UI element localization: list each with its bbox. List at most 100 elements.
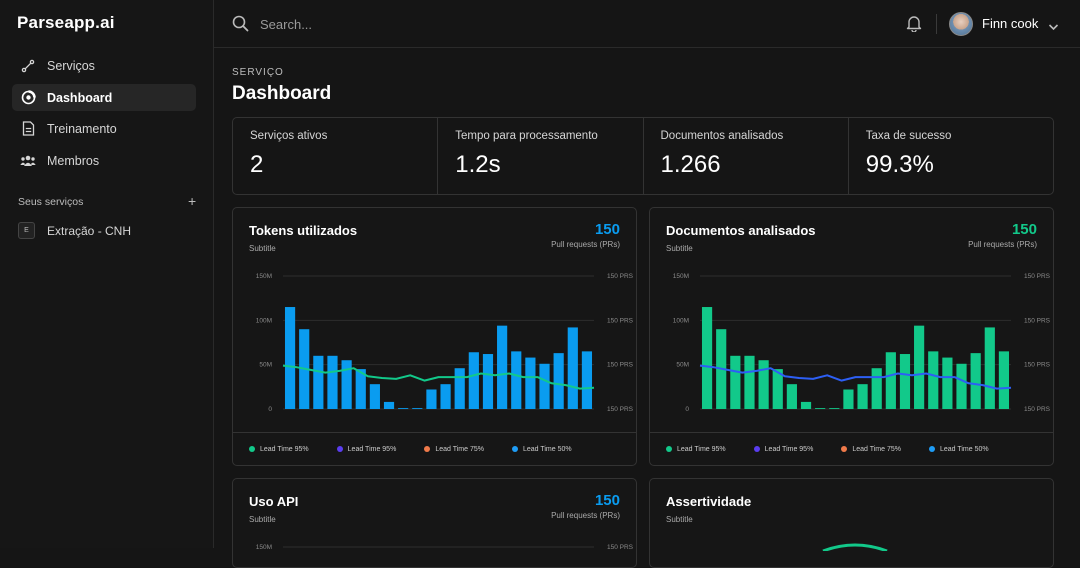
chart-bar bbox=[440, 384, 451, 409]
y2-tick-label: 150 PRS bbox=[1024, 406, 1051, 413]
chart-legend: Lead Time 95% Lead Time 95% Lead Time 75… bbox=[233, 432, 636, 465]
stat-servicos-ativos: Serviços ativos 2 bbox=[233, 118, 439, 194]
connection-icon bbox=[20, 58, 36, 74]
card-title: Documentos analisados bbox=[666, 223, 816, 238]
chart-series-line bbox=[282, 364, 595, 390]
legend-item: Lead Time 95% bbox=[336, 446, 396, 453]
stats-panel: Serviços ativos 2 Tempo para processamen… bbox=[232, 117, 1054, 195]
legend-item: Lead Time 50% bbox=[928, 446, 989, 453]
stat-value: 2 bbox=[250, 151, 264, 178]
chart-bar bbox=[482, 354, 494, 409]
chart-bar bbox=[383, 401, 395, 409]
chart-bar bbox=[970, 353, 981, 409]
chart-legend: Lead Time 95% Lead Time 95% Lead Time 75… bbox=[650, 432, 1053, 465]
document-icon bbox=[20, 121, 36, 137]
services-section-label: Seus serviços bbox=[18, 196, 84, 208]
card-subtitle: Subtitle bbox=[666, 244, 693, 253]
stat-label: Serviços ativos bbox=[250, 130, 328, 142]
legend-item: Lead Time 95% bbox=[666, 446, 726, 453]
chart-bar bbox=[984, 327, 995, 409]
chart-bar bbox=[355, 369, 366, 409]
chart-bar bbox=[284, 307, 296, 409]
stat-taxa-sucesso: Taxa de sucesso 99.3% bbox=[849, 118, 1053, 194]
chart-bar bbox=[885, 352, 896, 409]
legend-item: Lead Time 95% bbox=[753, 446, 813, 453]
breadcrumb: SERVIÇO bbox=[232, 67, 284, 78]
chart-bar bbox=[553, 353, 564, 409]
card-subtitle: Subtitle bbox=[249, 244, 276, 253]
sidebar-item-label: Membros bbox=[47, 153, 100, 168]
chart-bar bbox=[539, 363, 550, 409]
stat-value: 1.266 bbox=[660, 151, 721, 178]
chart-bar bbox=[398, 408, 409, 409]
chart-bar bbox=[341, 360, 352, 409]
search-input[interactable] bbox=[260, 13, 560, 35]
chart-bar bbox=[701, 307, 713, 409]
legend-item: Lead Time 95% bbox=[249, 446, 309, 453]
chart-bar bbox=[313, 355, 324, 409]
bar-line-chart: 150M 150 PRS 100M 150 PRS 50M 150 PRS 0 150 PRS bbox=[256, 273, 634, 413]
y2-tick-label: 150 PRS bbox=[1024, 317, 1051, 324]
sidebar-item-servicos[interactable]: Serviços bbox=[12, 52, 196, 79]
bar-line-chart: 150M 150 PRS bbox=[256, 544, 634, 551]
y-tick-label: 100M bbox=[256, 317, 272, 324]
chevron-down-icon[interactable] bbox=[1048, 18, 1059, 36]
chart-series-line bbox=[699, 364, 1012, 390]
y2-tick-label: 150 PRS bbox=[607, 406, 634, 413]
bell-icon[interactable] bbox=[906, 15, 922, 37]
chart-bar bbox=[581, 351, 593, 409]
chart-bar bbox=[786, 384, 797, 409]
chart-bar bbox=[843, 389, 854, 409]
chart-bar bbox=[327, 355, 338, 409]
sidebar-item-label: Serviços bbox=[47, 58, 95, 73]
sidebar-item-dashboard[interactable]: Dashboard bbox=[12, 84, 196, 111]
service-item-extracao-cnh[interactable]: E Extração - CNH bbox=[18, 222, 131, 239]
sidebar-item-membros[interactable]: Membros bbox=[12, 147, 196, 174]
card-documentos-analisados: Documentos analisados Subtitle 150 Pull … bbox=[649, 207, 1054, 466]
add-service-button[interactable]: + bbox=[188, 193, 197, 209]
y-tick-label: 150M bbox=[673, 273, 689, 280]
card-number-label: Pull requests (PRs) bbox=[968, 240, 1037, 249]
chart-bar bbox=[567, 327, 578, 409]
card-number: 150 bbox=[594, 492, 620, 509]
chart-bar bbox=[525, 357, 536, 409]
card-number: 150 bbox=[1011, 221, 1037, 238]
sidebar-item-label: Dashboard bbox=[47, 90, 113, 105]
y-tick-label: 0 bbox=[268, 406, 272, 413]
avatar[interactable] bbox=[949, 12, 973, 36]
chart-bar bbox=[871, 368, 882, 409]
y2-tick-label: 150 PRS bbox=[1024, 362, 1051, 369]
chart-bar bbox=[369, 384, 380, 409]
stat-value: 99.3% bbox=[865, 151, 934, 178]
card-number-label: Pull requests (PRs) bbox=[551, 511, 620, 520]
card-uso-api: Uso API Subtitle 150 Pull requests (PRs)… bbox=[232, 478, 637, 568]
stat-label: Taxa de sucesso bbox=[865, 130, 952, 142]
chart-bar bbox=[899, 354, 911, 409]
y-tick-label: 100M bbox=[673, 317, 689, 324]
sidebar-item-label: Treinamento bbox=[47, 121, 117, 136]
chart-bar bbox=[942, 357, 953, 409]
topbar: Finn cook bbox=[214, 0, 1080, 48]
card-title: Assertividade bbox=[666, 494, 752, 509]
search-icon bbox=[232, 15, 249, 37]
y-tick-label: 50M bbox=[259, 362, 272, 369]
legend-item: Lead Time 75% bbox=[424, 446, 484, 453]
card-assertividade: Assertividade Subtitle bbox=[649, 478, 1054, 568]
card-tokens-utilizados: Tokens utilizados Subtitle 150 Pull requ… bbox=[232, 207, 637, 466]
brand-logo[interactable]: Parseapp.ai bbox=[17, 13, 115, 32]
service-badge: E bbox=[18, 222, 35, 239]
chart-bar bbox=[511, 351, 522, 409]
legend-item: Lead Time 50% bbox=[511, 446, 572, 453]
page-title: Dashboard bbox=[232, 83, 332, 104]
users-icon bbox=[20, 153, 36, 169]
stat-label: Documentos analisados bbox=[660, 130, 784, 142]
card-number-label: Pull requests (PRs) bbox=[551, 240, 620, 249]
chart-bar bbox=[468, 352, 479, 409]
y-tick-label: 0 bbox=[685, 406, 689, 413]
user-name[interactable]: Finn cook bbox=[982, 16, 1039, 31]
y2-tick-label: 150 PRS bbox=[607, 317, 634, 324]
chart-bar bbox=[998, 351, 1010, 409]
sidebar-item-treinamento[interactable]: Treinamento bbox=[12, 115, 196, 142]
dashboard-icon bbox=[20, 90, 36, 106]
chart-bar bbox=[800, 401, 812, 409]
